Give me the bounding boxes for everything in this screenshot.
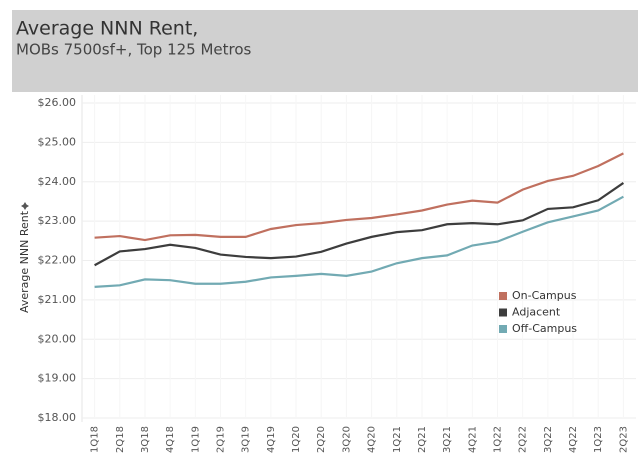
x-tick-label: 1Q22 (493, 426, 504, 453)
header-band (12, 10, 638, 92)
x-tick-label: 2Q18 (115, 426, 126, 453)
y-tick-label: $21.00 (38, 293, 77, 306)
x-tick-label: 3Q22 (543, 426, 554, 453)
x-tick-label: 1Q20 (291, 426, 302, 453)
y-tick-label: $19.00 (38, 372, 77, 385)
y-tick-label: $24.00 (38, 175, 77, 188)
y-tick-label: $25.00 (38, 135, 77, 148)
line (94, 195, 624, 288)
x-tick-label: 3Q20 (341, 426, 352, 453)
x-tick-label: 3Q18 (140, 426, 151, 453)
y-tick-label: $26.00 (38, 96, 77, 109)
legend-label: Off-Campus (512, 322, 577, 335)
x-tick-label: 1Q19 (190, 426, 201, 453)
x-tick-label: 3Q19 (241, 426, 252, 453)
legend-swatch (499, 308, 507, 317)
legend-swatch (499, 292, 507, 300)
y-tick-label: $22.00 (38, 254, 77, 267)
x-tick-label: 4Q20 (367, 426, 378, 453)
x-tick-label: 4Q18 (165, 426, 176, 453)
legend-swatch (499, 325, 507, 333)
x-tick-label: 1Q23 (593, 426, 604, 453)
x-tick-label: 1Q18 (90, 426, 101, 453)
y-tick-label: $23.00 (38, 214, 77, 227)
y-tick-label: $20.00 (38, 332, 77, 345)
legend-label: Adjacent (512, 306, 561, 319)
chart-title: Average NNN Rent, (16, 18, 198, 40)
x-tick-label: 1Q21 (392, 426, 403, 453)
x-tick-label: 2Q20 (316, 426, 327, 453)
axis-icon (21, 202, 29, 210)
line (94, 152, 624, 242)
x-tick-label: 4Q22 (568, 426, 579, 453)
chart-subtitle: MOBs 7500sf+, Top 125 Metros (16, 41, 252, 59)
y-tick-label: $18.00 (38, 411, 77, 424)
legend-label: On-Campus (512, 289, 577, 302)
x-tick-label: 4Q21 (467, 426, 478, 453)
x-tick-label: 2Q21 (417, 426, 428, 453)
x-tick-label: 2Q19 (216, 426, 227, 453)
x-tick-label: 3Q21 (442, 426, 453, 453)
x-tick-label: 2Q22 (518, 426, 529, 453)
line (94, 182, 625, 267)
y-axis-label: Average NNN Rent (18, 210, 31, 313)
x-tick-label: 2Q23 (618, 426, 629, 453)
x-tick-label: 4Q19 (266, 426, 277, 453)
